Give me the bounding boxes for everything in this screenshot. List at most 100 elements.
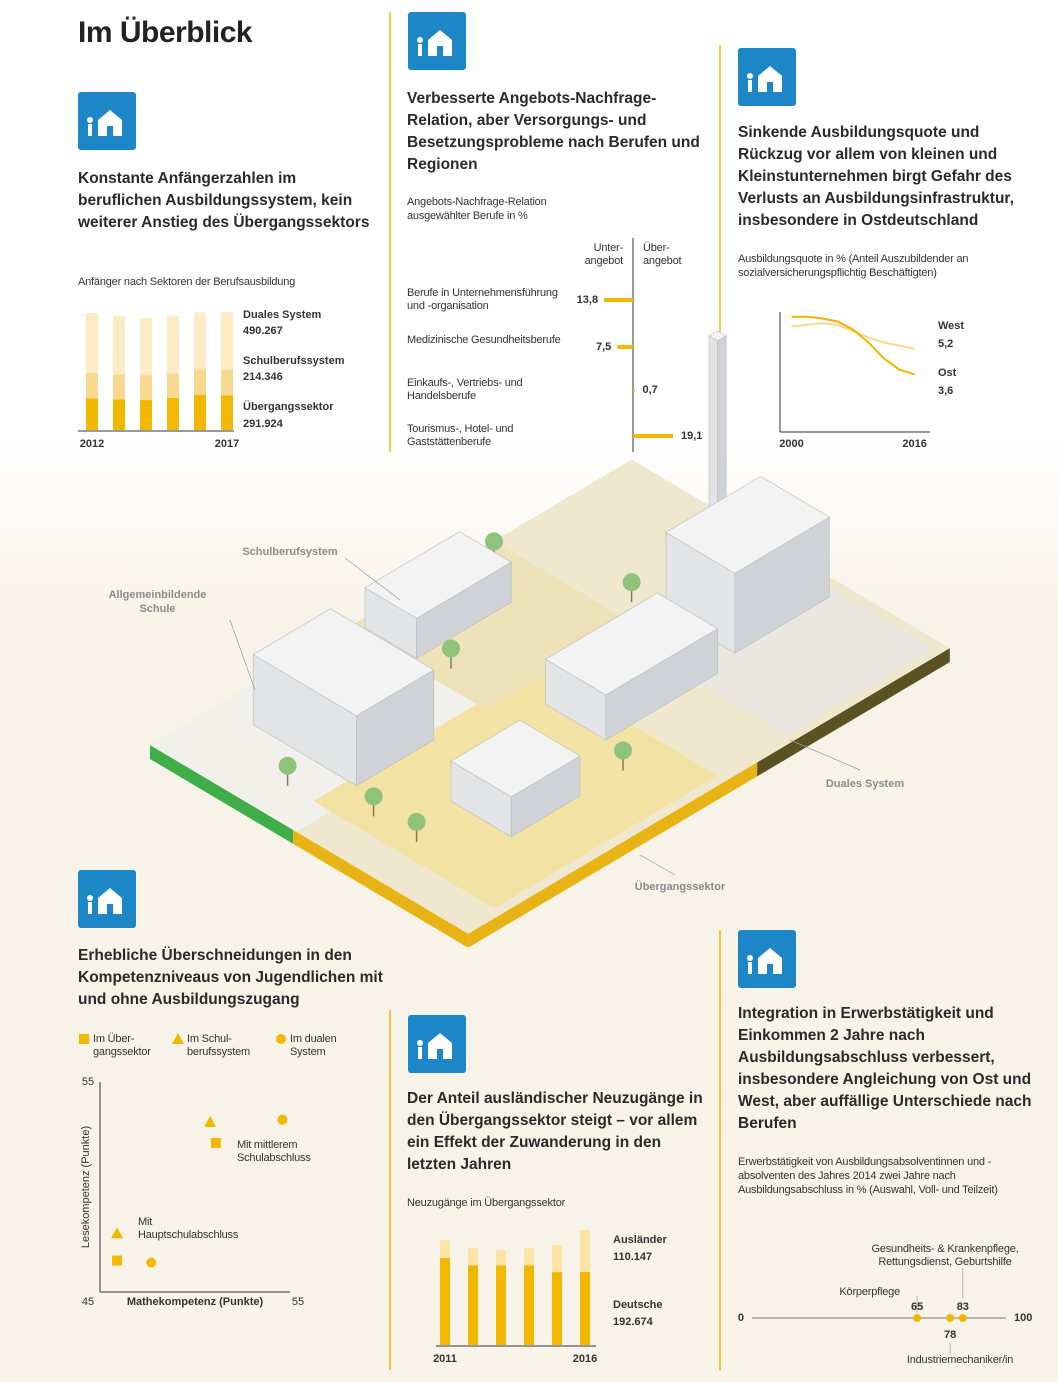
label-leader — [344, 557, 401, 601]
bar-segment — [113, 399, 125, 430]
series-name: Übergangssektor — [243, 400, 334, 413]
bar-segment — [221, 312, 233, 371]
point — [146, 1257, 157, 1268]
building-roof — [708, 330, 727, 342]
building-roof — [364, 531, 512, 619]
series-name: Duales System — [243, 309, 321, 321]
building-roof — [450, 719, 581, 798]
panel-heading: Sinkende Ausbildungsquote und Rückzug vo… — [738, 124, 1014, 229]
point — [204, 1115, 217, 1127]
x-tick-label: 2012 — [80, 438, 104, 450]
panel-subtitle: Anfänger nach Sektoren der Berufsausbild… — [78, 276, 296, 288]
bar-segment — [86, 313, 98, 373]
icon-glyph — [418, 1047, 422, 1059]
line — [791, 315, 915, 376]
bar-segment — [221, 370, 233, 396]
bar-segment — [580, 1271, 590, 1345]
bar-segment — [140, 400, 152, 430]
category-label: Industriemechaniker/in — [906, 1354, 1014, 1366]
x-axis-label: Mathekompetenz (Punkte) — [127, 1296, 264, 1308]
value-label: 192.674 — [613, 1316, 654, 1328]
series-name: Deutsche — [613, 1299, 663, 1311]
point — [112, 1255, 123, 1266]
tree — [485, 532, 503, 551]
platform-edge — [150, 745, 294, 844]
series-name: Ost — [938, 367, 957, 379]
building-roof — [252, 608, 435, 717]
value-label: 83 — [957, 1301, 969, 1313]
icon-glyph — [758, 948, 782, 974]
bar-segment — [468, 1265, 478, 1345]
x-tick-label: 2016 — [573, 1353, 597, 1365]
tree — [364, 787, 383, 806]
icon-glyph — [418, 44, 422, 56]
bar-segment — [496, 1250, 506, 1266]
bar-segment — [552, 1272, 562, 1345]
bar-segment — [140, 375, 152, 401]
x-tick-label: 2011 — [433, 1353, 457, 1365]
series-name: West — [938, 320, 964, 332]
legend-marker — [276, 1034, 286, 1044]
bar-segment — [552, 1245, 562, 1273]
legend-label: Im Schul- berufssystem — [187, 1033, 251, 1058]
value-label: 110.147 — [613, 1251, 652, 1263]
bar-segment — [194, 369, 206, 395]
point — [277, 1114, 288, 1125]
bar-segment — [440, 1240, 450, 1259]
panel-heading: Konstante Anfängerzahlen im beruflichen … — [78, 170, 370, 231]
platform-edge — [757, 648, 950, 777]
icon-glyph — [98, 888, 122, 914]
building-roof — [665, 475, 830, 574]
panel-subtitle: Erwerbstätigkeit von Ausbildungsabsolven… — [738, 1156, 998, 1196]
icon-glyph — [88, 124, 92, 136]
value-label: 5,2 — [938, 338, 953, 350]
y-tick-label: 55 — [82, 1076, 94, 1088]
bar-segment — [167, 373, 179, 399]
tick-label: 0 — [738, 1312, 744, 1324]
value-label: 7,5 — [596, 341, 611, 353]
icon-glyph — [87, 117, 93, 123]
page-title: Im Überblick — [78, 16, 253, 49]
panel-subtitle: Ausbildungsquote in % (Anteil Auszubilde… — [738, 253, 969, 279]
value-label: 0,7 — [642, 384, 657, 396]
value-label: 214.346 — [243, 371, 283, 383]
bar-segment — [194, 312, 206, 370]
legend-label: Im dualen System — [290, 1033, 337, 1058]
bar-segment — [440, 1258, 450, 1345]
legend-label: Im Über- gangssektor — [93, 1033, 151, 1058]
point — [111, 1227, 124, 1239]
series-name: Schulberufssystem — [243, 355, 345, 367]
bar-segment — [86, 398, 98, 430]
bar — [604, 298, 633, 302]
panel-heading: Verbesserte Angebots-Nachfrage-Relation,… — [407, 90, 700, 173]
dot — [958, 1314, 967, 1322]
panel-heading: Der Anteil ausländischer Neuzugänge in d… — [407, 1090, 703, 1173]
bar-segment — [524, 1248, 534, 1266]
platform-edge — [468, 762, 758, 948]
category-label: Tourismus-, Hotel- und Gaststättenberufe — [407, 423, 514, 448]
icon-glyph — [98, 110, 122, 136]
panel-subtitle: Angebots-Nachfrage-Relation ausgewählter… — [407, 196, 547, 222]
bar — [633, 434, 673, 438]
annotation: Mit Hauptschulabschluss — [138, 1216, 239, 1241]
category-label: Medizinische Gesundheitsberufe — [407, 334, 561, 346]
bar-segment — [468, 1248, 478, 1266]
category-label: Einkaufs-, Vertriebs- und Handelsberufe — [407, 377, 523, 402]
x-tick-label: 2016 — [902, 438, 926, 450]
series-header: Unter- angebot — [584, 242, 624, 267]
category-label: Berufe in Unternehmensführung und -organ… — [407, 287, 558, 312]
legend-marker — [172, 1033, 184, 1044]
icon-glyph — [747, 955, 753, 961]
y-axis-label: Lesekompetenz (Punkte) — [80, 1126, 92, 1248]
legend-marker — [79, 1034, 89, 1044]
label-leader — [229, 619, 256, 691]
series-header: Über- angebot — [643, 242, 682, 267]
x-tick-label: 45 — [82, 1296, 94, 1308]
icon-glyph — [748, 80, 752, 92]
annotation: Mit mittlerem Schulabschluss — [237, 1139, 311, 1164]
icon-glyph — [417, 1040, 423, 1046]
tree — [442, 639, 460, 658]
bar-segment — [496, 1265, 506, 1345]
panel-subtitle: Neuzugänge im Übergangssektor — [407, 1197, 566, 1209]
